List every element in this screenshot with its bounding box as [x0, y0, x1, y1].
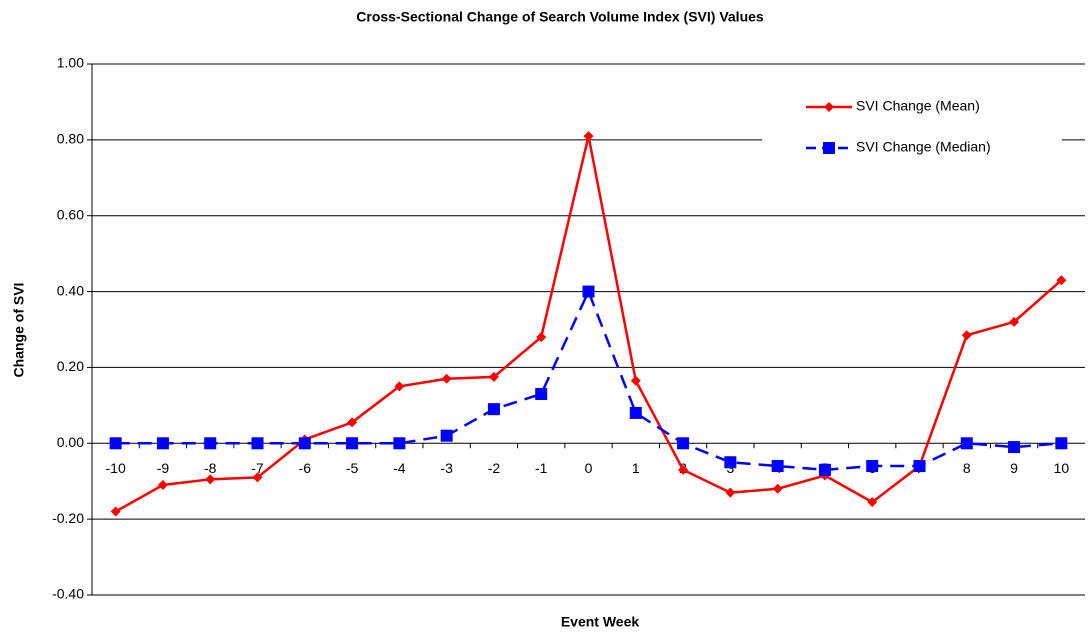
marker: [818, 463, 831, 476]
marker: [251, 437, 264, 450]
x-tick-label: 10: [1054, 460, 1070, 476]
legend-marker: [824, 102, 834, 112]
marker: [536, 332, 547, 343]
y-tick-label: -0.20: [52, 510, 84, 526]
marker: [109, 437, 122, 450]
x-tick-label: -4: [393, 460, 406, 476]
x-tick-label: -3: [440, 460, 453, 476]
marker: [678, 464, 689, 475]
marker: [204, 437, 217, 450]
x-tick-label: 8: [963, 460, 971, 476]
marker: [771, 460, 784, 473]
marker: [725, 487, 736, 498]
x-tick-label: -5: [346, 460, 359, 476]
legend: SVI Change (Mean) SVI Change (Median): [762, 88, 1062, 188]
marker: [866, 460, 879, 473]
x-tick-label: 0: [585, 460, 593, 476]
y-tick-label: 0.20: [57, 358, 84, 374]
y-tick-label: 0.00: [57, 434, 84, 450]
marker: [1056, 275, 1067, 286]
marker: [960, 437, 973, 450]
marker: [298, 437, 311, 450]
marker: [110, 506, 121, 517]
marker: [1008, 441, 1021, 454]
marker: [629, 406, 642, 419]
marker: [772, 483, 783, 494]
marker: [441, 373, 452, 384]
marker: [487, 403, 500, 416]
marker: [535, 387, 548, 400]
y-tick-label: 0.40: [57, 282, 84, 298]
marker: [488, 371, 499, 382]
x-tick-label: -9: [157, 460, 170, 476]
legend-marker: [823, 142, 835, 154]
x-tick-label: -10: [106, 460, 126, 476]
x-tick-label: -6: [299, 460, 312, 476]
marker: [393, 437, 406, 450]
x-tick-label: 9: [1010, 460, 1018, 476]
y-tick-label: 1.00: [57, 55, 84, 71]
legend-label: SVI Change (Median): [856, 139, 991, 155]
chart-title: Cross-Sectional Change of Search Volume …: [356, 9, 764, 25]
marker: [867, 497, 878, 508]
series-line: [115, 135, 1063, 513]
marker: [1055, 437, 1068, 450]
marker: [583, 131, 594, 142]
x-tick-label: -8: [204, 460, 217, 476]
x-tick-label: 1: [632, 460, 640, 476]
marker: [677, 437, 690, 450]
marker: [156, 437, 169, 450]
marker: [440, 429, 453, 442]
marker: [346, 437, 359, 450]
x-tick-label: -7: [251, 460, 264, 476]
x-tick-label: -2: [488, 460, 501, 476]
marker: [913, 460, 926, 473]
marker: [724, 456, 737, 469]
marker: [582, 285, 595, 298]
marker: [961, 330, 972, 341]
y-tick-label: 0.60: [57, 206, 84, 222]
marker: [252, 472, 263, 483]
series-line: [115, 288, 1062, 472]
y-axis-label: Change of SVI: [11, 283, 27, 378]
marker: [630, 375, 641, 386]
marker: [205, 474, 216, 485]
marker: [347, 417, 358, 428]
x-tick-label: -1: [535, 460, 548, 476]
y-tick-label: -0.40: [52, 586, 84, 602]
marker: [157, 480, 168, 491]
legend-label: SVI Change (Mean): [856, 98, 980, 114]
legend-box: [762, 88, 1062, 188]
y-tick-label: 0.80: [57, 131, 84, 147]
marker: [394, 381, 405, 392]
marker: [1009, 316, 1020, 327]
x-axis-label: Event Week: [561, 614, 640, 630]
